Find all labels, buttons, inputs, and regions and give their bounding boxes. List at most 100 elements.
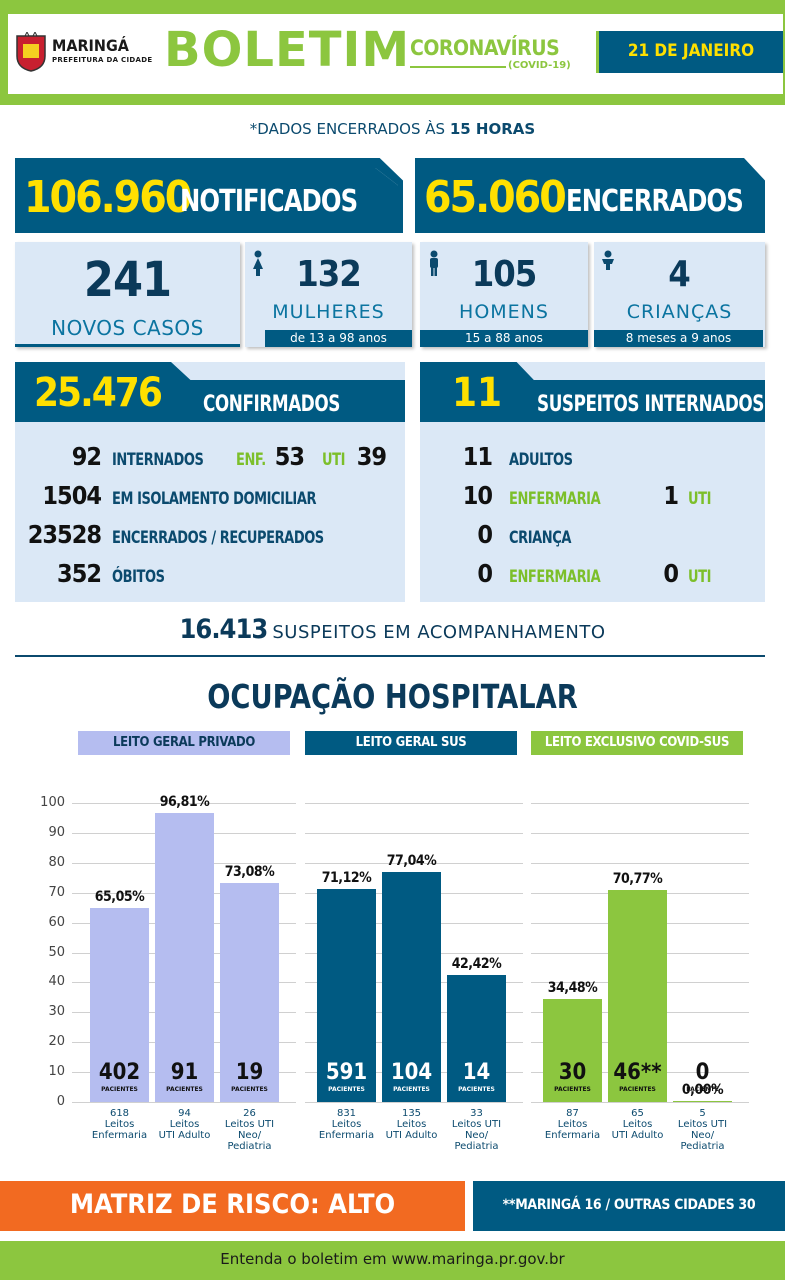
bar: [317, 889, 376, 1102]
mulheres-label: MULHERES: [272, 301, 385, 323]
cidades-label: **MARINGÁ 16 / OUTRAS CIDADES 30: [502, 1197, 756, 1213]
bar-patients-sub: PACIENTES: [231, 1086, 268, 1093]
bar-value-label: 73,08%: [224, 864, 275, 881]
adultos-enf-label: ENFERMARIA: [509, 489, 601, 509]
x-total: 87: [566, 1108, 579, 1119]
crianca-uti-value: 0: [663, 559, 679, 588]
x-label-2: Enfermaria: [318, 1130, 375, 1141]
criancas-value: 4: [668, 254, 691, 295]
recuperados-value: 23528: [27, 520, 102, 549]
internados-enf-label: ENF.: [236, 450, 266, 470]
x-label-1: Leitos: [331, 1119, 362, 1130]
subtitle-covid: (COVID-19): [508, 60, 571, 71]
bar: [90, 907, 149, 1102]
subtitle-divider: [410, 66, 506, 68]
encerrados-box: [415, 158, 765, 233]
confirmados-label: CONFIRMADOS: [203, 392, 340, 417]
internados-uti-value: 39: [356, 442, 387, 471]
footer-band: [0, 1241, 785, 1280]
bar-value-label: 65,05%: [94, 888, 145, 905]
x-total: 33: [470, 1108, 483, 1119]
y-tick-label: 90: [48, 824, 65, 840]
encerrados-label: ENCERRADOS: [566, 184, 744, 219]
gridline: [531, 832, 749, 834]
date-label: 21 DE JANEIRO: [627, 41, 755, 61]
crianca-value: 0: [477, 520, 493, 549]
y-tick-label: 10: [48, 1064, 65, 1080]
x-label-2: Neo/: [237, 1130, 262, 1141]
group-header-2: [531, 731, 743, 755]
gridline: [305, 803, 523, 804]
crianca-uti-label: UTI: [688, 567, 711, 587]
bar-value-label: 42,42%: [451, 956, 502, 973]
bar: [447, 975, 506, 1102]
obitos-label: ÓBITOS: [112, 567, 165, 587]
adultos-label: ADULTOS: [509, 450, 573, 470]
criancas-card: [594, 242, 765, 347]
risco-label: MATRIZ DE RISCO: ALTO: [69, 1189, 396, 1220]
bar-patients-sub: PACIENTES: [554, 1086, 591, 1093]
isolamento-value: 1504: [42, 481, 102, 510]
group-header-label: LEITO GERAL PRIVADO: [112, 735, 256, 750]
gridline: [531, 803, 749, 804]
mulheres-value: 132: [296, 254, 362, 295]
bar-patients-sub: PACIENTE: [686, 1086, 719, 1093]
novos-casos-card: [15, 242, 240, 347]
gridline: [531, 862, 749, 864]
x-label-1: Leitos UTI: [677, 1119, 728, 1130]
notificados-label: NOTIFICADOS: [180, 184, 358, 219]
notificados-box: [22, 168, 398, 226]
footer-site[interactable]: Entenda o boletim em www.maringa.pr.gov.…: [220, 1250, 565, 1268]
crianca-label: CRIANÇA: [509, 528, 571, 548]
city-sub: PREFEITURA DA CIDADE: [52, 56, 153, 64]
x-total: 831: [336, 1108, 357, 1119]
x-label-1: Leitos UTI: [224, 1119, 275, 1130]
x-total: 5: [699, 1108, 706, 1119]
bar-patients-sub: PACIENTES: [101, 1086, 138, 1093]
encerrados-value: 65.060: [424, 172, 567, 223]
adultos-uti-value: 1: [663, 481, 679, 510]
bar-patients-sub: PACIENTES: [328, 1086, 365, 1093]
homens-range-bar: [420, 330, 588, 347]
crianca-enf-value: 0: [477, 559, 493, 588]
x-label-2: Neo/: [464, 1130, 489, 1141]
x-label-1: Leitos UTI: [451, 1119, 502, 1130]
x-label-3: Pediatria: [680, 1141, 725, 1152]
ocupacao-chart: 100 90 80 70 60 50 40 30 20 10 0 LEITO GERAL PRIVAD…: [0, 728, 785, 1168]
internados-uti-label: UTI: [322, 450, 345, 470]
group-header-1: [305, 731, 517, 755]
mulheres-range-bar: [265, 330, 412, 347]
x-label-1: Leitos: [396, 1119, 427, 1130]
acompanhamento-value: 16.413: [179, 614, 269, 645]
criancas-range-bar: [594, 330, 763, 347]
group-header-label: LEITO GERAL SUS: [355, 735, 467, 750]
bar-patients: 19: [235, 1060, 264, 1085]
gridline: [531, 1102, 749, 1103]
note-hour: 15 HORAS: [449, 120, 536, 138]
man-icon: [430, 250, 438, 276]
crianca-enf-label: ENFERMARIA: [509, 567, 601, 587]
note-prefix: *DADOS ENCERRADOS ÀS: [249, 120, 450, 138]
x-total: 26: [243, 1108, 256, 1119]
x-total: 65: [631, 1108, 644, 1119]
adultos-uti-label: UTI: [688, 489, 711, 509]
risco-box: [0, 1181, 465, 1231]
recuperados-label: ENCERRADOS / RECUPERADOS: [112, 528, 324, 548]
bar-value-label: 70,77%: [612, 871, 663, 888]
cidades-box: [473, 1181, 785, 1231]
gridline: [305, 1102, 523, 1103]
adultos-value: 11: [462, 442, 493, 471]
bar-patients-sub: PACIENTES: [619, 1086, 656, 1093]
acompanhamento-label: SUSPEITOS EM ACOMPANHAMENTO: [272, 622, 606, 643]
notificados-value: 106.960: [24, 172, 192, 223]
acompanhamento-line: 16.413 SUSPEITOS EM ACOMPANHAMENTO: [0, 614, 785, 645]
x-total: 94: [178, 1108, 191, 1119]
group-header-label: LEITO EXCLUSIVO COVID-SUS: [544, 735, 730, 750]
y-tick-label: 40: [48, 974, 65, 990]
criancas-range: 8 meses a 9 anos: [625, 331, 732, 345]
bar: [543, 998, 602, 1102]
x-label-3: Pediatria: [227, 1141, 272, 1152]
suspeitos-value: 11: [452, 370, 503, 416]
y-tick-label: 50: [48, 944, 65, 960]
bar-patients: 591: [325, 1060, 368, 1085]
